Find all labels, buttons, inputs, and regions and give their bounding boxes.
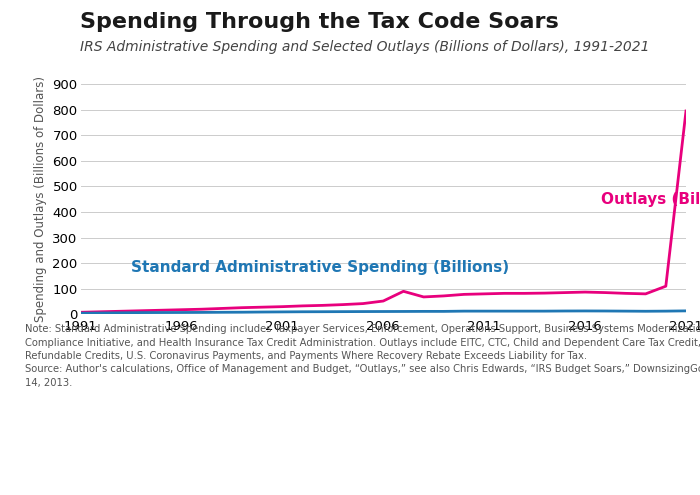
Text: TAX FOUNDATION: TAX FOUNDATION <box>9 469 155 484</box>
Text: Source: Author's calculations, Office of Management and Budget, “Outlays,” see a: Source: Author's calculations, Office of… <box>25 364 700 374</box>
Text: Outlays (Billions): Outlays (Billions) <box>601 192 700 207</box>
Text: Note: Standard Administrative Spending includes Taxpayer Services, Enforcement, : Note: Standard Administrative Spending i… <box>25 324 700 334</box>
Text: IRS Administrative Spending and Selected Outlays (Billions of Dollars), 1991-202: IRS Administrative Spending and Selected… <box>80 40 650 53</box>
Text: 14, 2013.: 14, 2013. <box>25 378 72 388</box>
Text: Standard Administrative Spending (Billions): Standard Administrative Spending (Billio… <box>131 260 509 275</box>
Y-axis label: Spending and Outlays (Billions of Dollars): Spending and Outlays (Billions of Dollar… <box>34 76 47 322</box>
Text: Refundable Credits, U.S. Coronavirus Payments, and Payments Where Recovery Rebat: Refundable Credits, U.S. Coronavirus Pay… <box>25 351 587 361</box>
Text: Compliance Initiative, and Health Insurance Tax Credit Administration. Outlays i: Compliance Initiative, and Health Insura… <box>25 338 700 347</box>
Text: Spending Through the Tax Code Soars: Spending Through the Tax Code Soars <box>80 12 559 32</box>
Text: @TaxFoundation: @TaxFoundation <box>582 470 691 483</box>
